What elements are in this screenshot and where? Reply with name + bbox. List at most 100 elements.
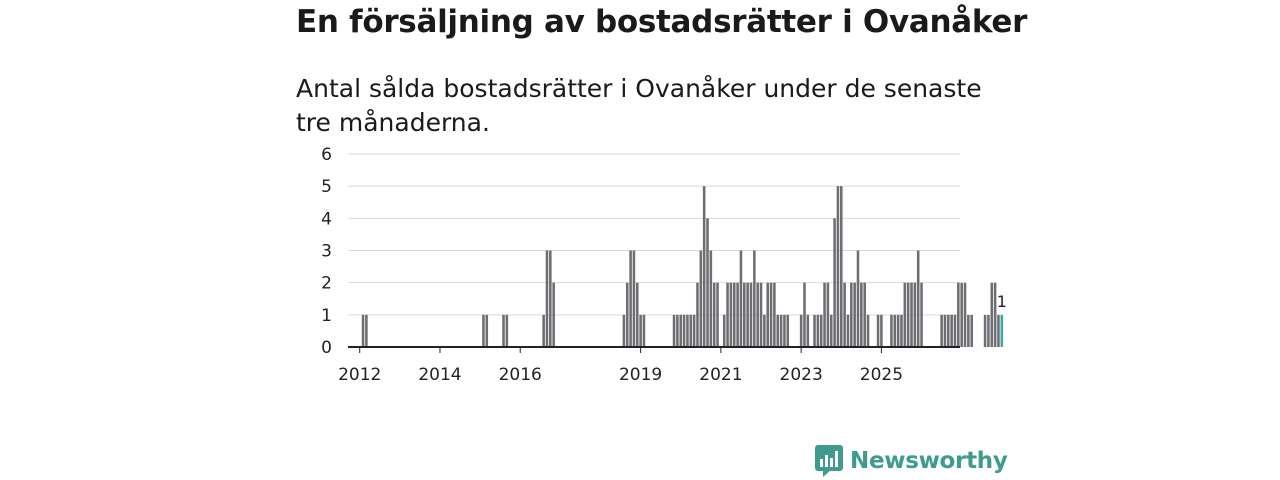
bar — [836, 186, 840, 347]
x-tick-label: 2014 — [418, 365, 461, 385]
bar — [732, 282, 736, 347]
bar — [823, 282, 826, 347]
bar — [699, 250, 703, 347]
bar — [963, 282, 967, 347]
bar — [692, 314, 696, 347]
bar — [639, 314, 642, 347]
x-tick-label: 2012 — [338, 365, 381, 385]
bar — [726, 282, 729, 347]
bar — [860, 282, 863, 347]
bar — [940, 314, 943, 347]
bar — [746, 282, 749, 347]
bar — [880, 314, 883, 347]
bar — [679, 314, 683, 347]
bar — [829, 314, 833, 347]
x-tick-label: 2025 — [860, 365, 903, 385]
highlighted-bar — [1000, 314, 1004, 347]
bar-series — [361, 186, 1004, 347]
bar — [853, 282, 856, 347]
bar — [990, 282, 994, 347]
bar — [625, 282, 629, 347]
bar — [502, 314, 505, 347]
bar — [993, 282, 997, 347]
bar — [983, 314, 987, 347]
bar — [943, 314, 947, 347]
y-tick-label: 1 — [321, 306, 332, 326]
bar — [759, 282, 763, 347]
x-axis: 2012 2014 2016 2019 2021 2023 2025 — [338, 346, 960, 385]
bar — [876, 314, 880, 347]
bar — [505, 314, 509, 347]
y-tick-label: 5 — [321, 177, 332, 197]
bar — [682, 314, 686, 347]
bar — [806, 314, 810, 347]
bar — [890, 314, 893, 347]
bar — [709, 250, 713, 347]
bar — [856, 250, 860, 347]
bar — [813, 314, 816, 347]
bar — [950, 314, 953, 347]
x-tick-label: 2023 — [780, 365, 823, 385]
y-tick-label: 0 — [321, 338, 332, 358]
bar — [696, 282, 699, 347]
bar — [970, 314, 973, 347]
x-tick-label: 2016 — [499, 365, 542, 385]
brand-name: Newsworthy — [850, 448, 1008, 474]
bar — [545, 250, 549, 347]
bar — [686, 314, 689, 347]
bar — [960, 282, 963, 347]
y-axis-ticks: 0 1 2 3 4 5 6 — [321, 145, 332, 358]
last-value-label: 1 — [997, 292, 1007, 311]
y-tick-label: 3 — [321, 242, 332, 262]
grid-lines — [348, 153, 960, 316]
bar — [896, 314, 900, 347]
x-tick-label: 2021 — [699, 365, 742, 385]
bar — [786, 314, 790, 347]
bar — [957, 282, 960, 347]
bar — [756, 282, 759, 347]
bar — [953, 314, 957, 347]
bar — [783, 314, 786, 347]
bar — [676, 314, 679, 347]
bar-chart: 0 1 2 3 4 5 6 2012 2014 2016 2019 2021 2023 2025 1 — [321, 145, 1007, 385]
bar — [769, 282, 773, 347]
bar — [799, 314, 803, 347]
bar — [833, 218, 836, 347]
bar — [672, 314, 676, 347]
bar — [552, 282, 555, 347]
bar — [866, 314, 870, 347]
bar — [803, 282, 806, 347]
bar — [736, 282, 739, 347]
bar — [763, 314, 766, 347]
y-tick-label: 4 — [321, 209, 332, 229]
bar — [816, 314, 820, 347]
bar — [893, 314, 897, 347]
bar — [987, 314, 990, 347]
bar — [482, 314, 485, 347]
bar — [967, 314, 970, 347]
bar — [850, 282, 853, 347]
bar — [636, 282, 639, 347]
bar — [997, 314, 1000, 347]
newsworthy-logo: Newsworthy — [814, 444, 1008, 478]
bar — [840, 186, 843, 347]
chart-title: En försäljning av bostadsrätter i Ovanåk… — [296, 4, 1028, 40]
bar — [689, 314, 693, 347]
bar — [632, 250, 636, 347]
bar — [910, 282, 913, 347]
bar — [913, 282, 917, 347]
bar — [729, 282, 733, 347]
bar — [843, 282, 846, 347]
bar — [779, 314, 783, 347]
bar — [826, 282, 830, 347]
chart-subtitle: Antal sålda bostadsrätter i Ovanåker und… — [296, 74, 982, 137]
bar — [900, 314, 903, 347]
bar — [903, 282, 907, 347]
bar — [629, 250, 632, 347]
bar — [365, 314, 368, 347]
bar — [706, 218, 709, 347]
bar — [846, 314, 850, 347]
bar — [819, 314, 823, 347]
y-tick-label: 6 — [321, 145, 332, 165]
bar — [549, 250, 552, 347]
